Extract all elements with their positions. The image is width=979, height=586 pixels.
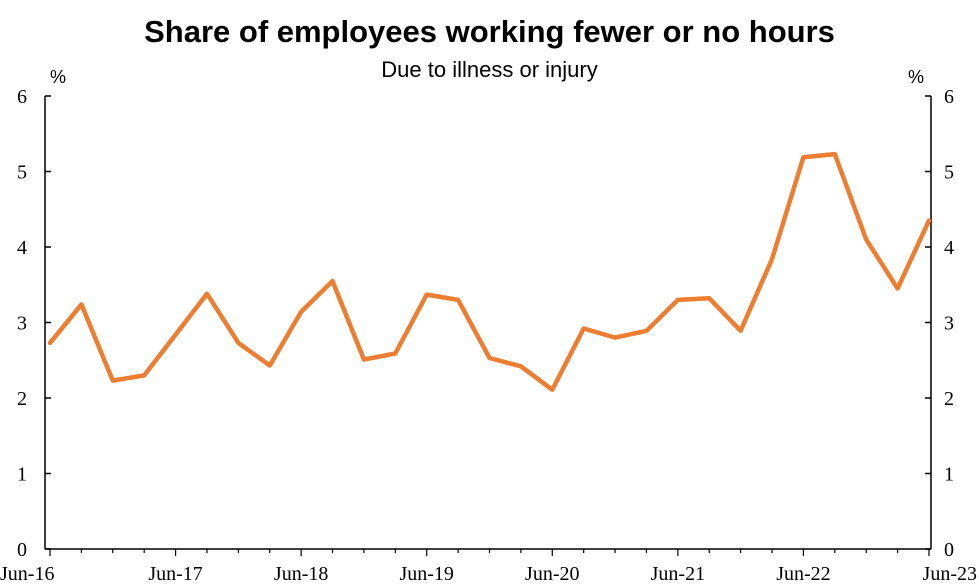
right-y-tick-label: 4: [944, 237, 954, 259]
left-y-tick-label: 3: [17, 313, 27, 335]
right-y-tick-label: 6: [944, 86, 954, 108]
chart-title: Share of employees working fewer or no h…: [144, 14, 835, 49]
x-tick-label: Jun-19: [399, 563, 453, 585]
right-y-tick-label: 5: [944, 162, 954, 184]
x-tick-label: Jun-22: [776, 563, 830, 585]
right-y-tick-label: 2: [944, 388, 954, 410]
left-y-tick-label: 5: [17, 162, 27, 184]
right-y-tick-label: 0: [944, 539, 954, 561]
left-y-tick-label: 0: [17, 539, 27, 561]
x-tick-label: Jun-16: [0, 563, 54, 585]
x-tick-label: Jun-23: [923, 563, 977, 585]
right-y-tick-label: 1: [944, 464, 954, 486]
x-tick-label: Jun-20: [525, 563, 579, 585]
x-tick-label: Jun-18: [274, 563, 328, 585]
x-tick-label: Jun-21: [651, 563, 705, 585]
left-y-tick-label: 1: [17, 464, 27, 486]
right-y-unit-label: %: [908, 67, 924, 87]
series-line: [47, 151, 932, 392]
x-tick-label: Jun-17: [148, 563, 202, 585]
chart-subtitle: Due to illness or injury: [381, 57, 598, 82]
right-y-tick-label: 3: [944, 313, 954, 335]
left-y-tick-label: 4: [17, 237, 27, 259]
left-y-unit-label: %: [50, 67, 66, 87]
left-y-tick-label: 2: [17, 388, 27, 410]
left-y-tick-label: 6: [17, 86, 27, 108]
